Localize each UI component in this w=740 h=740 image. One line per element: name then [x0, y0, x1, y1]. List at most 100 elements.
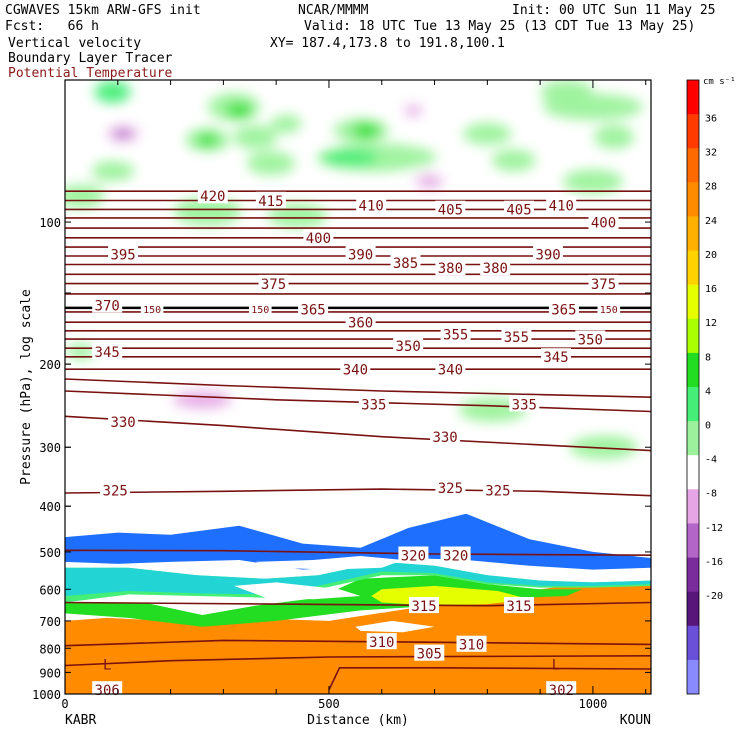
- y-tick-label: 400: [39, 500, 61, 514]
- tracer-gap-middle: [233, 582, 361, 600]
- xy-endpoints: XY= 187.4,173.8 to 191.8,100.1: [270, 36, 505, 51]
- velocity-cell: [197, 134, 218, 146]
- theta-label: 330: [110, 415, 135, 431]
- theta-label-bg: [435, 478, 466, 495]
- velocity-cell: [543, 403, 612, 432]
- colorbar-tick-label: -4: [705, 455, 717, 466]
- theta-label: 310: [459, 638, 484, 654]
- forecast-hour: Fcst: 66 h: [5, 19, 99, 34]
- theta-label-bg: [356, 196, 387, 213]
- theta-label-bg: [575, 330, 606, 347]
- theta-label-bg: [345, 245, 376, 262]
- model-title: CGWAVES 15km ARW-GFS init: [5, 3, 201, 18]
- velocity-cell: [163, 160, 231, 183]
- colorbar-swatch: [687, 284, 699, 320]
- theta-label: 405: [438, 203, 463, 219]
- theta-label: 335: [361, 397, 386, 413]
- theta-label: 335: [512, 397, 537, 413]
- colorbar-tick-label: 28: [705, 182, 717, 193]
- velocity-cell: [139, 499, 192, 524]
- theta-label: 380: [438, 261, 463, 277]
- theta-label-bg: [340, 360, 371, 377]
- init-time: Init: 00 UTC Sun 11 May 25: [512, 3, 716, 18]
- theta-label: 320: [401, 549, 426, 565]
- theta-label-bg: [435, 259, 466, 276]
- velocity-cell: [594, 124, 634, 149]
- theta-label: 350: [396, 339, 421, 355]
- theta-label-bg: [504, 597, 534, 614]
- theta-label: 360: [348, 316, 373, 332]
- theta-contour: [65, 488, 651, 497]
- theta-label: 315: [411, 599, 436, 615]
- theta-label: 320: [443, 549, 468, 565]
- theta-label: 400: [306, 231, 331, 247]
- theta-label-bg: [393, 337, 424, 354]
- theta-label: 325: [485, 484, 510, 500]
- theta-label-bg: [435, 360, 466, 377]
- field-boundary-layer-tracer: Boundary Layer Tracer: [8, 51, 173, 66]
- theta-label-bg: [430, 428, 461, 445]
- theta-label: 340: [438, 363, 463, 379]
- theta-label-bg: [108, 245, 139, 262]
- theta-label-bg: [414, 644, 445, 661]
- y-tick-label: 300: [39, 441, 61, 455]
- velocity-cell: [115, 128, 132, 139]
- tracer-blue-band: [65, 513, 651, 570]
- theta-label: 325: [438, 481, 463, 497]
- y-tick-label: 600: [39, 583, 61, 597]
- theta-label-bg: [501, 328, 532, 345]
- theta-label-bg: [108, 413, 139, 430]
- x-axis-label: Distance (km): [307, 713, 409, 728]
- theta-contour: [65, 378, 651, 398]
- theta-label: 355: [504, 330, 529, 346]
- theta-label-bg: [345, 313, 376, 330]
- y-tick-label: 1000: [32, 688, 61, 702]
- velocity-cell: [289, 393, 358, 418]
- colorbar-tick-label: 20: [705, 250, 717, 261]
- theta-label-bg: [440, 546, 471, 563]
- velocity-cell: [542, 93, 643, 120]
- colorbar-tick-label: -20: [705, 591, 723, 602]
- theta-label: 370: [95, 299, 120, 315]
- right-endpoint-label: KOUN: [620, 713, 651, 728]
- theta-label-bg: [100, 481, 131, 498]
- left-endpoint-label: KABR: [65, 713, 96, 728]
- theta-label-bg: [533, 245, 563, 262]
- colorbar-swatch: [687, 80, 699, 115]
- y-tick-label: 900: [39, 666, 61, 680]
- org-label: NCAR/MMMM: [298, 3, 369, 18]
- velocity-cell: [415, 174, 444, 189]
- theta-label-bg: [480, 259, 511, 276]
- theta-label: 345: [543, 350, 568, 366]
- theta-contour: [65, 601, 651, 607]
- velocity-cell: [65, 183, 105, 208]
- theta-label-bg: [588, 213, 619, 230]
- x-tick-label: 500: [318, 697, 340, 711]
- theta-label: 410: [549, 198, 574, 214]
- theta-label: 375: [591, 277, 616, 293]
- theta-label: 345: [95, 345, 120, 361]
- theta-label: 355: [443, 328, 468, 344]
- velocity-cell: [562, 169, 623, 194]
- theta-label: 405: [506, 203, 531, 219]
- colorbar-tick-label: 4: [705, 386, 711, 397]
- theta-label: 310: [369, 635, 394, 651]
- tropopause-label-bg: [249, 303, 272, 315]
- theta-label-bg: [255, 191, 286, 208]
- colorbar-swatch: [687, 114, 699, 149]
- velocity-cell: [463, 122, 512, 145]
- colorbar-swatch: [687, 352, 699, 388]
- tracer-gap-lower: [355, 620, 435, 633]
- colorbar-swatch: [687, 659, 699, 695]
- x-tick-label: 0: [61, 697, 68, 711]
- theta-label: 330: [432, 430, 457, 446]
- tropopause-label: 150: [251, 305, 269, 316]
- velocity-cell: [322, 149, 379, 166]
- colorbar-units: cm s⁻¹: [703, 77, 736, 87]
- colorbar-tick-label: 12: [705, 318, 717, 329]
- tropopause-label-bg: [597, 303, 621, 315]
- colorbar-tick-label: -12: [705, 523, 723, 534]
- y-tick-label: 500: [39, 546, 61, 560]
- theta-label-bg: [92, 681, 123, 698]
- colorbar-tick-label: 8: [705, 352, 711, 363]
